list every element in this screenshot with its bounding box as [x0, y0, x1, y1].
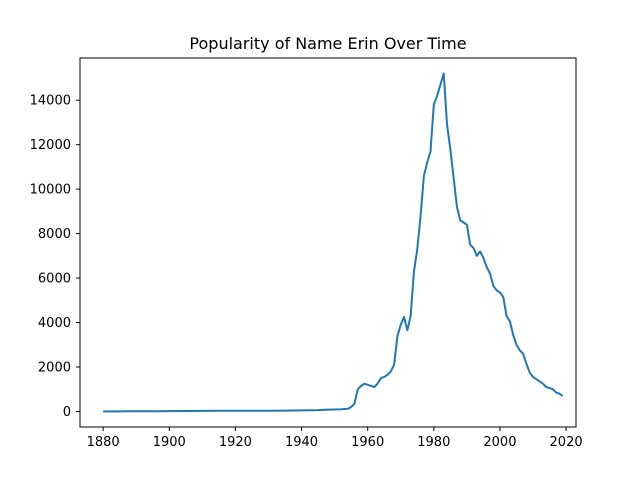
y-tick-label: 10000: [30, 183, 71, 198]
x-tick-label: 2020: [550, 435, 583, 450]
x-tick-label: 1920: [219, 435, 252, 450]
x-tick-label: 1900: [153, 435, 186, 450]
series-line-0: [103, 72, 564, 413]
x-tick-label: 1980: [417, 435, 450, 450]
y-tick-label: 8000: [38, 227, 71, 242]
y-tick-label: 4000: [38, 316, 71, 331]
y-tick-label: 0: [63, 405, 71, 420]
x-axis: 1880 1900 1920 1940 1960 1980 2000 2020: [87, 427, 583, 450]
x-tick-label: 2000: [483, 435, 516, 450]
x-tick-label: 1880: [87, 435, 120, 450]
plot-frame: [79, 57, 577, 428]
y-tick-label: 12000: [30, 138, 71, 153]
y-tick-label: 2000: [38, 360, 71, 375]
plot-line-layer: [103, 72, 564, 413]
y-tick-label: 6000: [38, 272, 71, 287]
x-tick-label: 1940: [285, 435, 318, 450]
x-tick-label: 1960: [351, 435, 384, 450]
y-tick-label: 14000: [30, 94, 71, 109]
y-axis: 0 2000 4000 6000 8000 10000 12000 14000: [30, 94, 80, 420]
chart-title: Popularity of Name Erin Over Time: [189, 34, 466, 53]
